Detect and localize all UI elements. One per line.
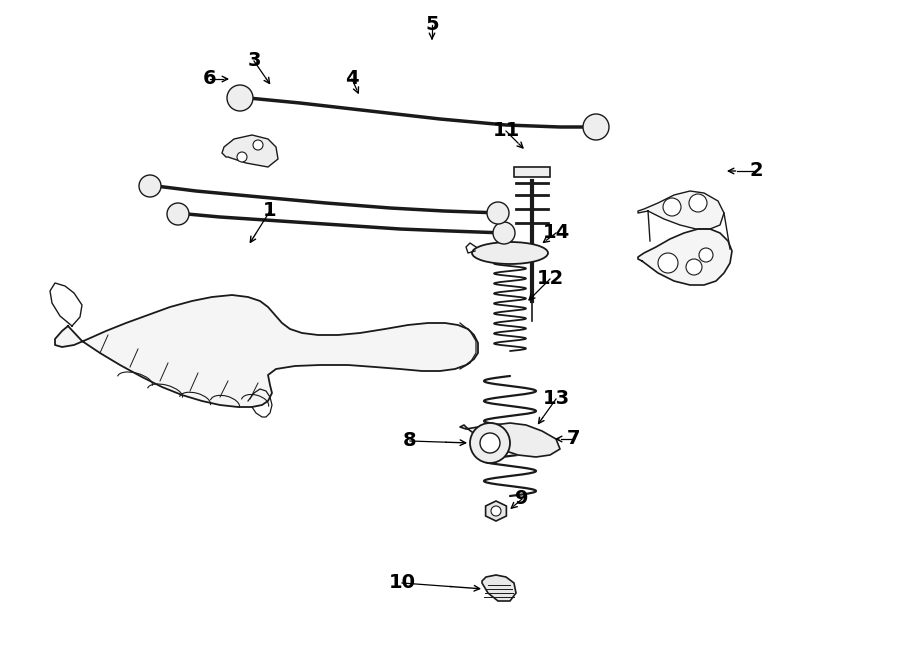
- Circle shape: [470, 423, 510, 463]
- Circle shape: [493, 222, 515, 244]
- Circle shape: [167, 203, 189, 225]
- Text: 3: 3: [248, 52, 261, 71]
- Circle shape: [480, 433, 500, 453]
- Circle shape: [139, 175, 161, 197]
- Polygon shape: [460, 423, 560, 457]
- Text: 2: 2: [749, 161, 763, 180]
- Polygon shape: [638, 191, 724, 229]
- Polygon shape: [482, 575, 516, 601]
- Text: 5: 5: [425, 15, 439, 34]
- Text: 7: 7: [567, 430, 580, 449]
- Text: 12: 12: [536, 270, 563, 288]
- Text: 10: 10: [389, 574, 416, 592]
- Polygon shape: [486, 501, 507, 521]
- Circle shape: [658, 253, 678, 273]
- Text: 1: 1: [263, 202, 277, 221]
- Text: 6: 6: [203, 69, 217, 89]
- Polygon shape: [638, 229, 732, 285]
- Circle shape: [583, 114, 609, 140]
- Circle shape: [227, 85, 253, 111]
- Text: 13: 13: [543, 389, 570, 408]
- Circle shape: [663, 198, 681, 216]
- Text: 4: 4: [346, 69, 359, 89]
- Polygon shape: [55, 295, 478, 407]
- Text: 14: 14: [543, 223, 570, 243]
- Circle shape: [237, 152, 247, 162]
- Ellipse shape: [472, 242, 548, 264]
- Polygon shape: [514, 167, 550, 177]
- Circle shape: [686, 259, 702, 275]
- Circle shape: [689, 194, 707, 212]
- Text: 8: 8: [403, 432, 417, 451]
- Circle shape: [699, 248, 713, 262]
- Circle shape: [253, 140, 263, 150]
- Polygon shape: [222, 135, 278, 167]
- Circle shape: [491, 506, 501, 516]
- Text: 9: 9: [515, 490, 529, 508]
- Text: 11: 11: [492, 122, 519, 141]
- Circle shape: [487, 202, 509, 224]
